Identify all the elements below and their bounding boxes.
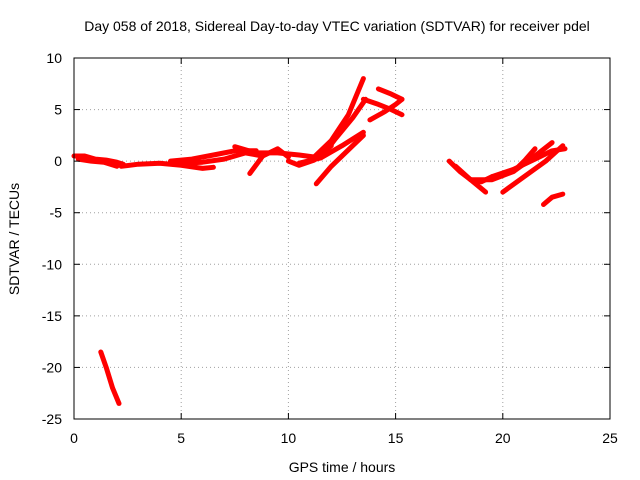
y-tick-label: -20 <box>42 359 62 375</box>
x-axis-label: GPS time / hours <box>289 459 396 475</box>
x-tick-label: 0 <box>70 430 78 446</box>
x-tick-label: 25 <box>602 430 618 446</box>
data-series-arc-22 <box>541 191 566 207</box>
tick-layer: 0 5 10 15 20 25 10 5 0 -5 -10 -15 -20 -25 <box>42 50 618 446</box>
data-series-arc-7 <box>247 146 291 176</box>
y-tick-label: 10 <box>46 50 62 66</box>
data-series-arc-11 <box>296 129 366 166</box>
series-layer <box>71 76 568 406</box>
data-series-arc-6 <box>232 144 317 160</box>
data-series-arc-10 <box>318 96 369 161</box>
data-series-arc-2 <box>75 156 120 169</box>
y-tick-label: -5 <box>50 205 63 221</box>
y-tick-label: -15 <box>42 308 62 324</box>
data-series-arc-3 <box>118 160 216 171</box>
y-tick-label: -25 <box>42 411 62 427</box>
x-tick-label: 5 <box>177 430 185 446</box>
data-series-arc-14 <box>367 96 405 123</box>
y-axis-label: SDTVAR / TECUs <box>6 183 22 295</box>
grid-layer <box>74 58 610 419</box>
x-tick-label: 20 <box>495 430 511 446</box>
data-series-arc-15 <box>375 86 405 102</box>
data-series-arc-9 <box>311 76 366 160</box>
data-series-arc-20 <box>500 143 566 195</box>
plot-frame <box>73 57 611 420</box>
y-tick-label: 0 <box>54 153 62 169</box>
data-series-arc-23 <box>98 349 122 406</box>
y-tick-label: 5 <box>54 102 62 118</box>
data-series-arc-13 <box>360 96 405 118</box>
chart-title: Day 058 of 2018, Sidereal Day-to-day VTE… <box>84 18 590 34</box>
y-tick-label: -10 <box>42 256 62 272</box>
data-series-arc-12 <box>313 132 366 187</box>
data-series-arc-21 <box>511 146 538 174</box>
x-tick-label: 15 <box>388 430 404 446</box>
x-tick-label: 10 <box>281 430 297 446</box>
